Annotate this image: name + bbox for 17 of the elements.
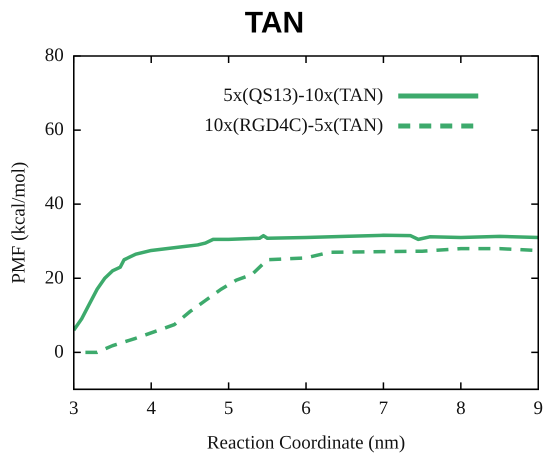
x-tick-label: 7 <box>378 398 388 419</box>
x-tick-label: 6 <box>301 398 311 419</box>
chart-title: TAN <box>244 6 304 40</box>
x-tick-label: 8 <box>456 398 466 419</box>
x-tick-label: 5 <box>224 398 234 419</box>
y-tick-label: 40 <box>44 193 64 214</box>
y-tick-label: 20 <box>44 267 64 288</box>
x-tick-label: 3 <box>69 398 79 419</box>
x-tick-label: 4 <box>146 398 156 419</box>
y-axis-title: PMF (kcal/mol) <box>8 162 30 284</box>
legend-label: 5x(QS13)-10x(TAN) <box>223 84 384 106</box>
x-axis-title: Reaction Coordinate (nm) <box>206 432 406 454</box>
y-tick-label: 80 <box>44 44 64 66</box>
y-tick-label: 0 <box>54 341 64 362</box>
x-tick-label: 9 <box>534 398 543 419</box>
y-tick-label: 60 <box>44 119 64 140</box>
legend-label: 10x(RGD4C)-5x(TAN) <box>204 114 384 136</box>
